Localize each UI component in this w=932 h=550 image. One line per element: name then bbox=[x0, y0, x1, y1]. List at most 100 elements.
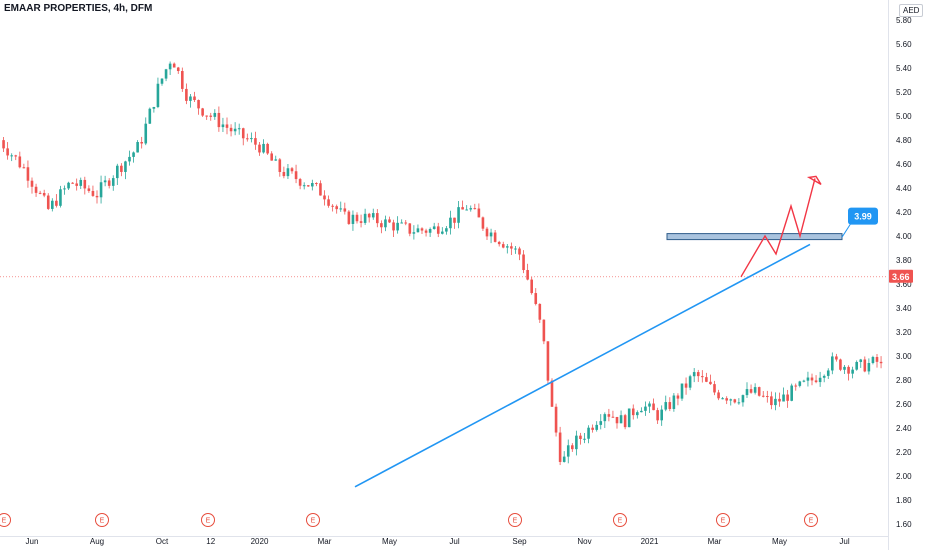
candle-body bbox=[668, 402, 672, 409]
y-tick-label: 2.00 bbox=[896, 472, 912, 481]
candle-body bbox=[42, 192, 46, 196]
x-tick-label: May bbox=[382, 537, 397, 546]
candle-body bbox=[120, 165, 123, 172]
y-tick-label: 1.80 bbox=[896, 496, 912, 505]
candle-body bbox=[745, 389, 749, 396]
candle-body bbox=[343, 208, 347, 212]
x-tick-label: Sep bbox=[512, 537, 527, 546]
candle-body bbox=[631, 408, 635, 416]
candle-body bbox=[367, 213, 371, 218]
candle-body bbox=[18, 156, 22, 168]
candle-body bbox=[855, 361, 858, 370]
candle-body bbox=[2, 140, 5, 149]
candle-body bbox=[660, 409, 663, 421]
projection-arrow bbox=[740, 178, 816, 278]
candle-body bbox=[38, 192, 42, 194]
candle-body bbox=[59, 189, 62, 206]
candle-body bbox=[802, 380, 806, 382]
candle-body bbox=[254, 138, 257, 145]
candle-body bbox=[408, 223, 412, 234]
y-tick-label: 4.20 bbox=[896, 208, 912, 217]
candle-body bbox=[599, 421, 603, 425]
x-tick-label: Nov bbox=[577, 537, 591, 546]
candle-body bbox=[863, 359, 867, 372]
candle-body bbox=[229, 127, 233, 132]
candle-body bbox=[424, 230, 428, 233]
candle-body bbox=[713, 384, 716, 393]
x-tick-label: 12 bbox=[206, 537, 215, 546]
candle-body bbox=[786, 394, 789, 401]
candle-body bbox=[201, 108, 204, 116]
candle-body bbox=[644, 406, 647, 411]
candle-body bbox=[371, 213, 375, 218]
candle-body bbox=[164, 69, 168, 79]
candle-body bbox=[879, 361, 883, 364]
candle-body bbox=[103, 180, 107, 183]
y-tick-label: 5.80 bbox=[896, 16, 912, 25]
candle-body bbox=[473, 208, 477, 210]
candle-body bbox=[627, 408, 631, 428]
candle-body bbox=[875, 357, 879, 362]
y-tick-label: 3.00 bbox=[896, 352, 912, 361]
candle-body bbox=[566, 445, 570, 457]
candle-body bbox=[684, 383, 688, 388]
candle-body bbox=[99, 182, 103, 198]
candle-body bbox=[71, 182, 74, 184]
candle-body bbox=[67, 182, 70, 189]
candle-body bbox=[189, 96, 192, 101]
candle-body bbox=[144, 123, 148, 144]
candle-body bbox=[774, 398, 777, 406]
last-price-label: 3.66 bbox=[892, 272, 910, 282]
candle-body bbox=[233, 128, 237, 132]
currency-badge[interactable]: AED bbox=[899, 4, 924, 17]
candle-body bbox=[416, 228, 420, 233]
earnings-marker-label: E bbox=[206, 518, 211, 525]
last-price-badge bbox=[889, 269, 913, 283]
candle-body bbox=[794, 385, 798, 387]
candle-body bbox=[46, 195, 50, 209]
candle-body bbox=[274, 159, 278, 161]
candle-body bbox=[558, 432, 562, 462]
y-tick-label: 5.00 bbox=[896, 112, 912, 121]
candle-body bbox=[319, 183, 322, 196]
candle-body bbox=[111, 178, 115, 186]
candle-body bbox=[55, 200, 58, 206]
candle-body bbox=[347, 211, 351, 224]
candle-body bbox=[217, 112, 221, 128]
candle-body bbox=[469, 208, 473, 210]
candle-body bbox=[692, 372, 696, 377]
candle-body bbox=[497, 241, 501, 245]
earnings-marker bbox=[306, 513, 320, 527]
candle-body bbox=[351, 214, 355, 224]
candle-body bbox=[22, 167, 26, 169]
candle-body bbox=[510, 246, 513, 249]
candle-body bbox=[583, 438, 586, 440]
candle-body bbox=[449, 217, 452, 229]
candle-body bbox=[339, 208, 343, 210]
candle-body bbox=[485, 228, 489, 237]
support-trendline bbox=[354, 243, 811, 488]
candle-body bbox=[278, 159, 282, 172]
candle-body bbox=[266, 143, 269, 154]
price-callout bbox=[848, 207, 878, 225]
candle-body bbox=[550, 380, 554, 407]
candle-body bbox=[826, 370, 830, 376]
candle-body bbox=[181, 71, 184, 89]
earnings-marker-label: E bbox=[513, 518, 518, 525]
candle-body bbox=[10, 155, 13, 157]
candle-body bbox=[87, 188, 91, 191]
candle-body bbox=[83, 179, 87, 189]
candle-body bbox=[656, 410, 659, 421]
candle-body bbox=[213, 112, 217, 117]
candle-body bbox=[400, 222, 403, 224]
candle-body bbox=[501, 244, 505, 248]
earnings-marker-label: E bbox=[721, 518, 726, 525]
candle-body bbox=[749, 389, 753, 393]
candle-body bbox=[258, 144, 261, 153]
x-tick-label: May bbox=[772, 537, 787, 546]
candle-body bbox=[806, 377, 810, 381]
candle-body bbox=[871, 357, 875, 364]
x-tick-label: Jul bbox=[839, 537, 849, 546]
candle-body bbox=[63, 188, 66, 190]
